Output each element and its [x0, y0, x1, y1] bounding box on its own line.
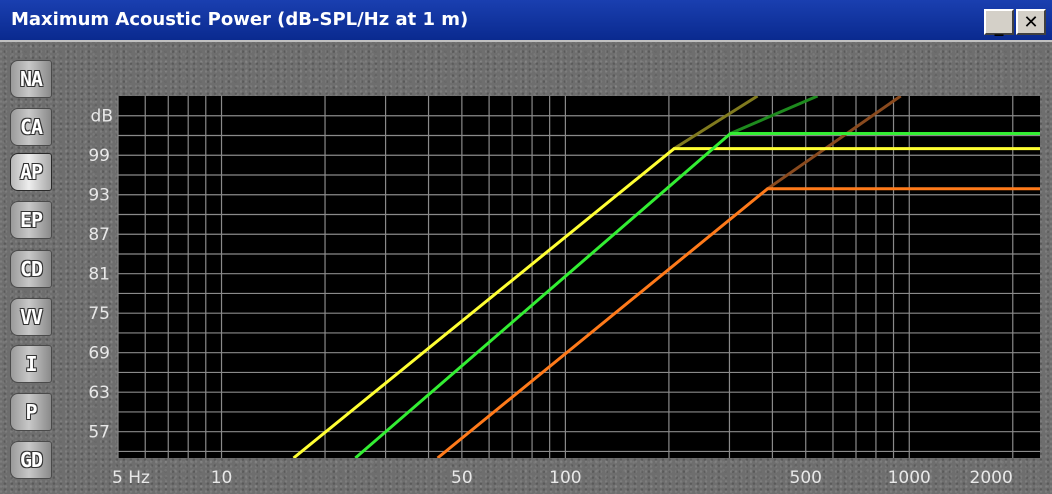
- y-tick-label: 93: [88, 186, 110, 206]
- x-tick-label: 5 Hz: [112, 468, 150, 488]
- tab-ca[interactable]: CA: [10, 108, 52, 146]
- series-1-line: [354, 132, 1040, 458]
- title-bar[interactable]: Maximum Acoustic Power (dB-SPL/Hz at 1 m…: [0, 0, 1052, 42]
- minimize-button[interactable]: _: [984, 9, 1014, 37]
- plot-area: [118, 96, 1040, 458]
- tab-na[interactable]: NA: [10, 60, 52, 98]
- tab-p[interactable]: P: [10, 393, 52, 431]
- tab-cd[interactable]: CD: [10, 250, 52, 288]
- tab-ep[interactable]: EP: [10, 201, 52, 239]
- y-tick-label: 99: [88, 146, 110, 166]
- y-axis-label: dB: [91, 107, 113, 127]
- y-tick-label: 69: [88, 344, 110, 364]
- y-tick-label: 75: [88, 304, 110, 324]
- x-tick-label: 50: [451, 468, 473, 488]
- close-button[interactable]: ✕: [1016, 9, 1046, 35]
- y-tick-label: 87: [88, 225, 110, 245]
- y-tick-label: 63: [88, 383, 110, 403]
- tab-ap[interactable]: AP: [10, 153, 52, 191]
- series-0-line: [292, 147, 1040, 458]
- series-0-limit-line: [673, 96, 759, 150]
- minimize-icon: _: [994, 16, 1004, 37]
- y-tick-label: 57: [88, 423, 110, 443]
- x-tick-label: 100: [549, 468, 581, 488]
- tab-i[interactable]: I: [10, 345, 52, 383]
- x-tick-label: 2000: [970, 468, 1013, 488]
- series-2-limit-line: [766, 96, 902, 191]
- close-icon: ✕: [1023, 11, 1039, 33]
- tab-gd[interactable]: GD: [10, 441, 52, 479]
- series-1-limit-line: [729, 96, 819, 135]
- y-tick-label: 81: [88, 265, 110, 285]
- x-tick-label: 500: [790, 468, 822, 488]
- x-tick-label: 10: [211, 468, 233, 488]
- x-tick-label: 1000: [888, 468, 931, 488]
- window-title: Maximum Acoustic Power (dB-SPL/Hz at 1 m…: [11, 9, 469, 30]
- series-2-line: [436, 187, 1040, 458]
- tab-vv[interactable]: VV: [10, 298, 52, 336]
